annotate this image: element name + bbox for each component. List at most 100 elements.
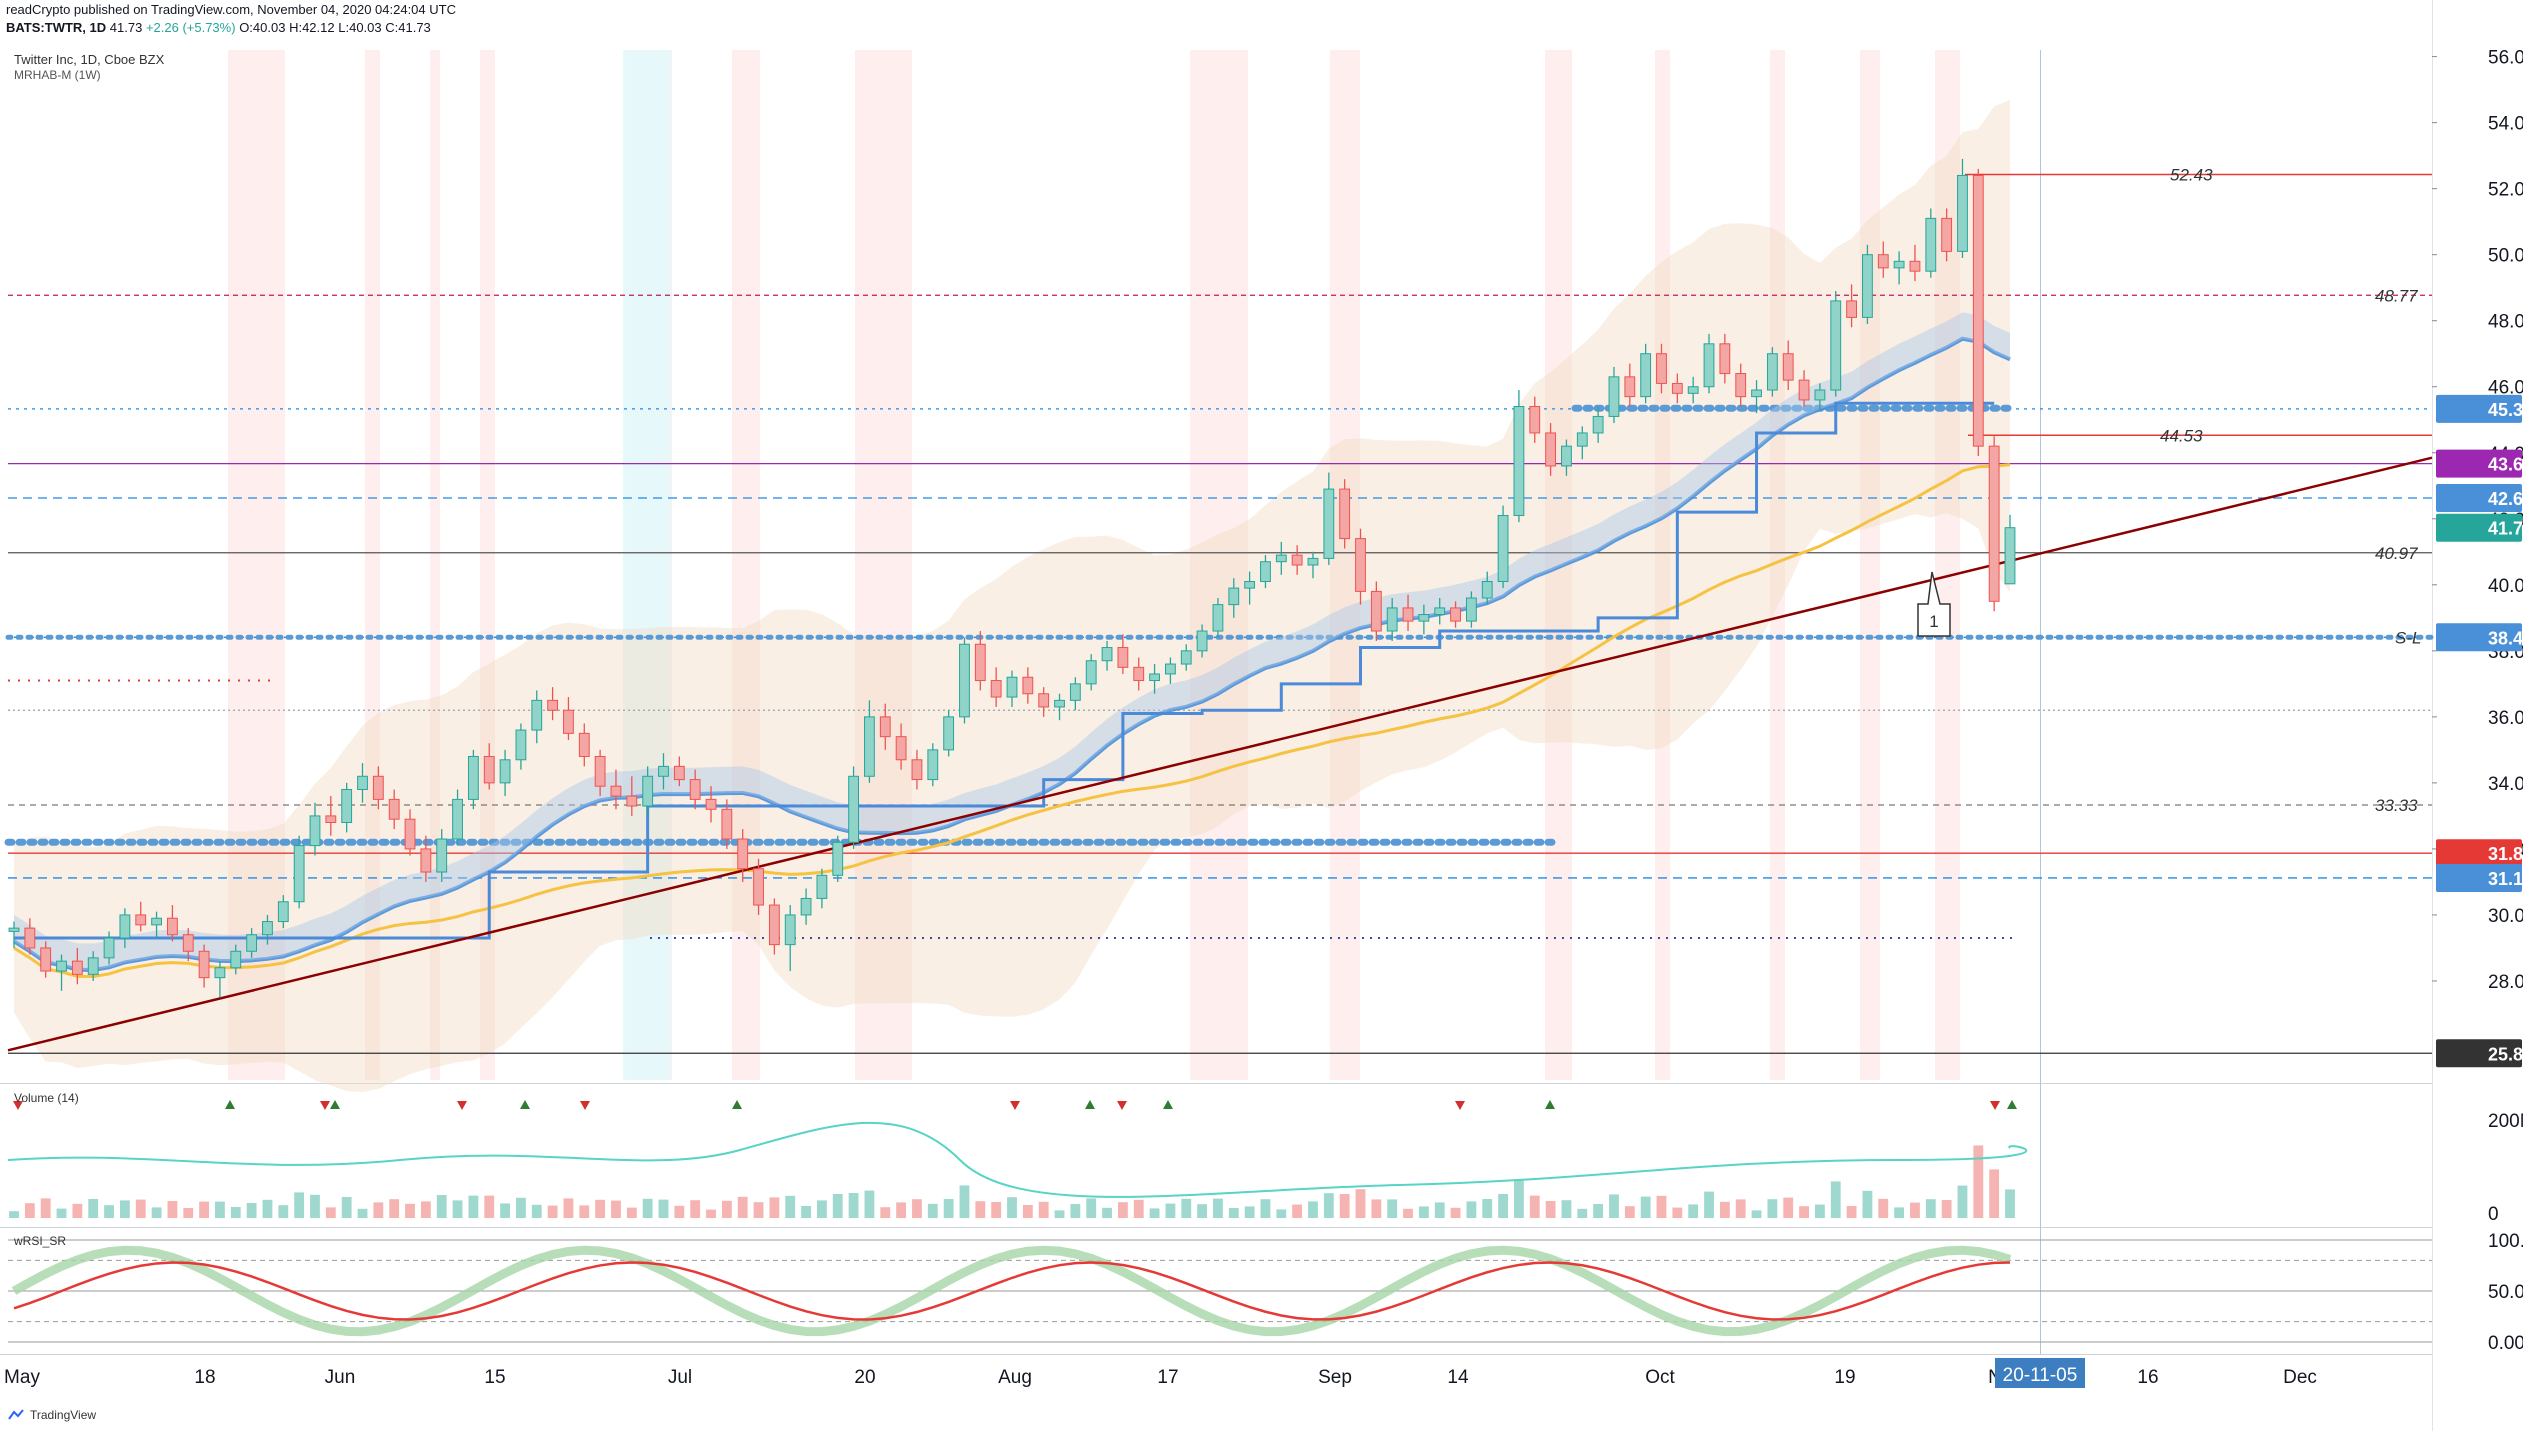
candle-body xyxy=(1101,647,1113,662)
volume-bar-98 xyxy=(1561,1200,1572,1218)
x-label-9: 14 xyxy=(1447,1367,1469,1388)
price-tick-0: 56.00 xyxy=(2488,48,2523,69)
highlight-band-3 xyxy=(480,50,495,1080)
candle-body xyxy=(467,755,479,800)
candle-body xyxy=(1022,676,1034,695)
candle-38 xyxy=(610,769,622,810)
candle-3 xyxy=(56,954,67,991)
volume-bar-70 xyxy=(1117,1202,1128,1218)
candle-23 xyxy=(372,766,384,810)
tradingview-logo-icon xyxy=(8,1409,24,1420)
footer-brand[interactable]: TradingView xyxy=(8,1408,96,1422)
candle-body xyxy=(1830,300,1842,391)
candle-body xyxy=(974,643,986,682)
x-label-11: 19 xyxy=(1834,1367,1855,1388)
price-label-bg-7 xyxy=(2436,1039,2522,1068)
volume-bar-67 xyxy=(1070,1204,1081,1218)
candle-body xyxy=(610,785,622,797)
volume-bar-5 xyxy=(88,1199,99,1218)
candle-125 xyxy=(1988,436,2000,612)
volume-bar-94 xyxy=(1498,1194,1508,1218)
publisher-line: readCrypto published on TradingView.com,… xyxy=(6,2,456,17)
volume-bar-9 xyxy=(151,1207,162,1218)
candle-body xyxy=(626,795,638,807)
price-label-bg-5 xyxy=(2436,839,2522,868)
candle-24 xyxy=(388,789,400,830)
candle-69 xyxy=(1101,640,1113,671)
candle-97 xyxy=(1545,423,1557,476)
candle-48 xyxy=(768,898,780,955)
candle-body xyxy=(1656,353,1667,384)
candle-body xyxy=(1307,557,1319,566)
candle-110 xyxy=(1751,380,1762,414)
volume-bar-18 xyxy=(294,1192,305,1218)
volume-ma-line xyxy=(7,1121,2028,1198)
candle-body xyxy=(1149,673,1160,682)
x-label-8: Sep xyxy=(1318,1367,1352,1388)
signal-up-0 xyxy=(225,1100,235,1109)
line-annotation-2: 44.53 xyxy=(2160,426,2203,445)
volume-bar-4 xyxy=(72,1203,83,1218)
candle-18 xyxy=(293,835,305,909)
candle-107 xyxy=(1703,333,1715,394)
candle-75 xyxy=(1196,624,1208,658)
candle-body xyxy=(1798,379,1810,401)
volume-bar-104 xyxy=(1656,1195,1667,1218)
price-label-bg-2 xyxy=(2436,483,2522,512)
candle-body xyxy=(1893,260,1905,269)
highlight-band-6 xyxy=(855,50,912,1080)
candle-body xyxy=(388,798,400,820)
candle-93 xyxy=(1481,571,1493,605)
volume-bar-40 xyxy=(642,1198,653,1218)
volume-bar-87 xyxy=(1387,1199,1398,1218)
candle-91 xyxy=(1450,601,1461,628)
candle-body xyxy=(1529,406,1541,434)
footer-brand-text: TradingView xyxy=(30,1408,97,1422)
candle-85 xyxy=(1355,528,1366,605)
volume-bar-60 xyxy=(959,1185,970,1218)
candle-body xyxy=(642,775,654,807)
candle-body xyxy=(277,901,289,923)
volume-bar-76 xyxy=(1213,1198,1223,1218)
candle-8 xyxy=(135,901,147,932)
volume-bar-6 xyxy=(104,1205,114,1218)
price-label-5: 31.87 xyxy=(2488,844,2523,864)
candle-body xyxy=(721,808,733,840)
candle-body xyxy=(1671,382,1683,394)
volume-bar-25 xyxy=(405,1203,415,1218)
candle-123 xyxy=(1957,158,1968,258)
candle-92 xyxy=(1465,591,1477,628)
highlight-band-7 xyxy=(1190,50,1248,1080)
rsi-fast-line xyxy=(11,1245,2012,1337)
x-label-13: 16 xyxy=(2137,1367,2158,1388)
candle-88 xyxy=(1402,594,1414,632)
price-axis-border xyxy=(2432,0,2433,1431)
candle-113 xyxy=(1798,370,1810,407)
candle-body xyxy=(895,736,907,761)
candle-body xyxy=(1925,217,1937,272)
volume-bar-106 xyxy=(1688,1204,1699,1218)
candle-body xyxy=(87,957,99,975)
symbol-label: BATS:TWTR, 1D xyxy=(6,20,107,35)
signal-up-2 xyxy=(520,1100,530,1109)
volume-bar-91 xyxy=(1450,1207,1461,1218)
volume-bar-81 xyxy=(1292,1204,1303,1218)
price-label-4: 38.41 xyxy=(2488,628,2523,648)
candle-63 xyxy=(1006,670,1018,707)
candle-body xyxy=(1687,386,1699,394)
stepped-line xyxy=(14,401,1995,940)
volume-bar-56 xyxy=(896,1202,907,1218)
volume-bar-112 xyxy=(1783,1197,1794,1218)
candle-19 xyxy=(309,802,321,856)
volume-bar-7 xyxy=(119,1200,130,1218)
candle-body xyxy=(737,838,749,870)
candle-79 xyxy=(1260,555,1271,589)
candle-103 xyxy=(1640,343,1652,404)
candle-body xyxy=(927,749,939,781)
line-annotation-0: 52.43 xyxy=(2170,165,2213,184)
signal-up-7 xyxy=(2007,1100,2017,1109)
price-tick-1: 54.00 xyxy=(2488,114,2523,135)
candle-body xyxy=(1323,488,1335,559)
signal-down-4 xyxy=(1010,1101,1020,1110)
